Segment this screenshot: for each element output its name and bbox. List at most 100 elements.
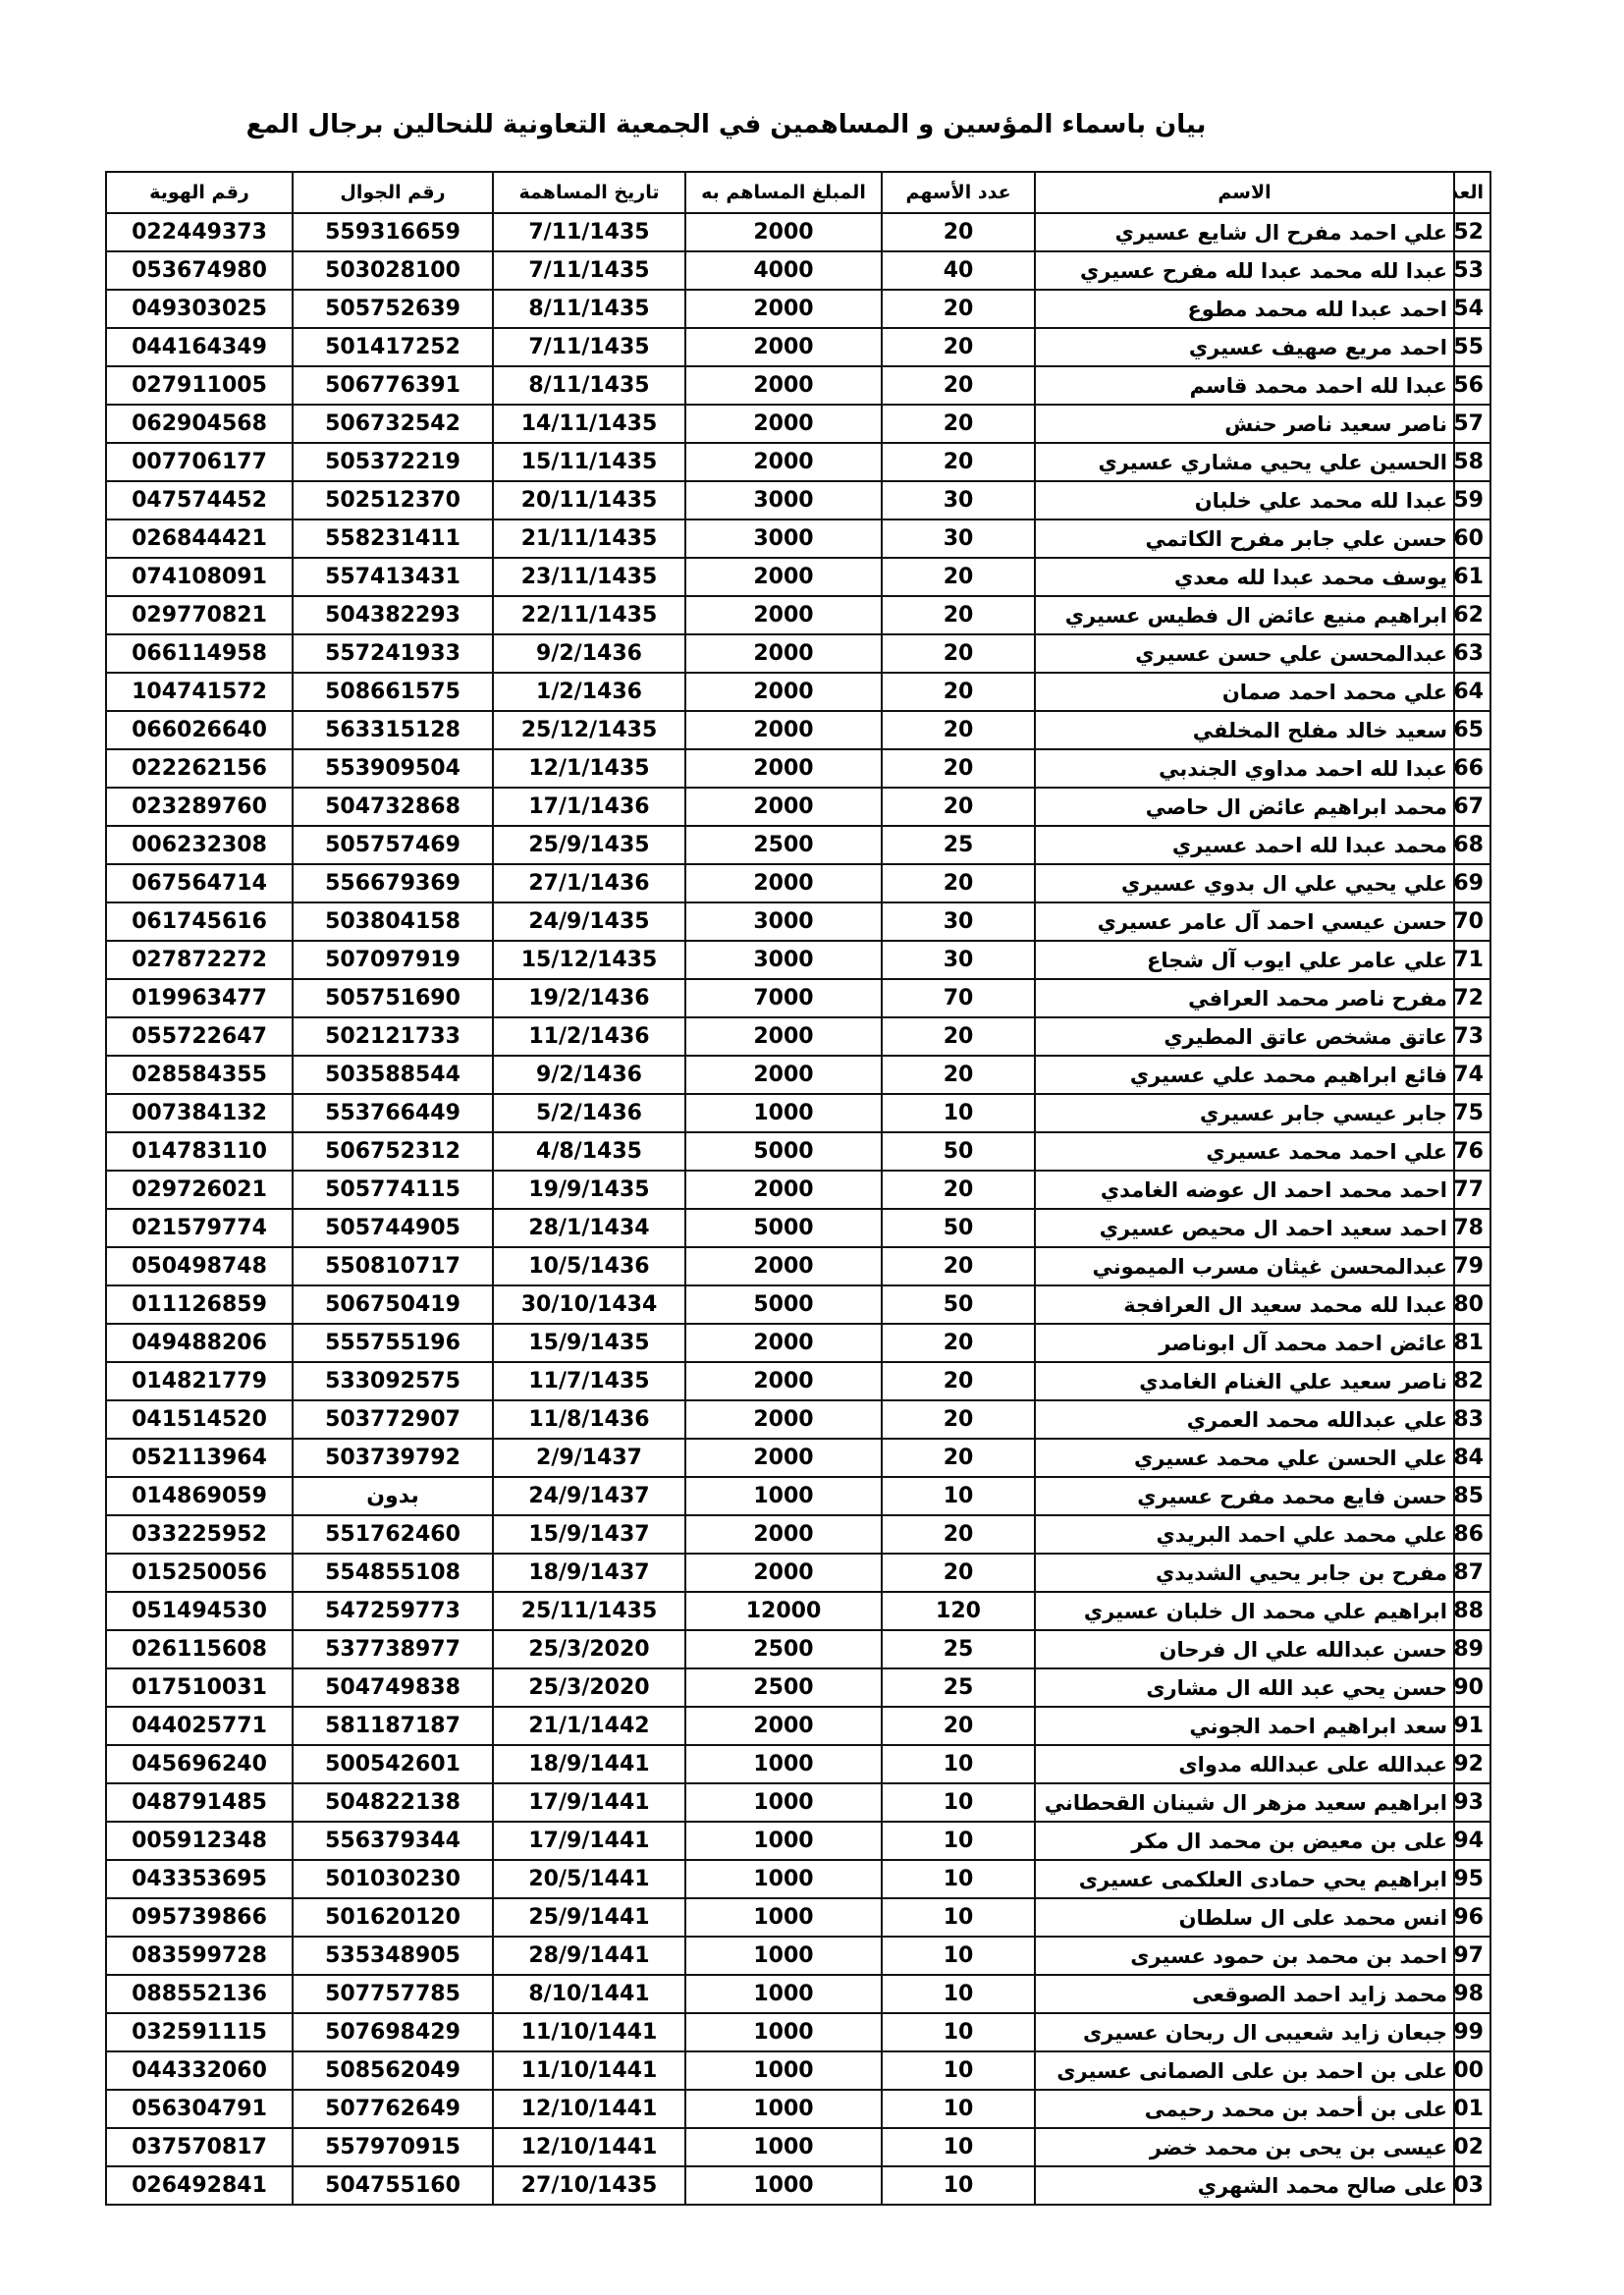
- cell: 2000: [684, 1438, 883, 1478]
- column-header: الاسم: [1034, 171, 1455, 214]
- cell: 053674980: [105, 250, 294, 291]
- cell: 12/10/1441: [492, 2127, 686, 2167]
- cell: 026115608: [105, 1629, 294, 1669]
- cell: 10: [881, 1897, 1036, 1938]
- cell: 015250056: [105, 1553, 294, 1593]
- cell: 027911005: [105, 365, 294, 406]
- cell: 20: [881, 633, 1036, 674]
- cell: 63: [1453, 633, 1491, 674]
- cell: 4/8/1435: [492, 1131, 686, 1172]
- name-cell: انس محمد على ال سلطان: [1034, 1897, 1455, 1938]
- cell: 84: [1453, 1438, 1491, 1478]
- cell: 2000: [684, 365, 883, 406]
- cell: 533092575: [292, 1361, 494, 1401]
- cell: 12000: [684, 1591, 883, 1631]
- cell: 10: [881, 1476, 1036, 1516]
- cell: 95: [1453, 1859, 1491, 1899]
- cell: 032591115: [105, 2012, 294, 2052]
- cell: 66: [1453, 748, 1491, 789]
- table-row: 87 مفرح بن جابر يحيي الشديدي 20 2000 18/9/14…: [105, 1553, 1491, 1593]
- table-row: 67 محمد ابراهيم عائض ال حاصي 20 2000 17/1/14…: [105, 787, 1491, 827]
- cell: 1000: [684, 1821, 883, 1861]
- cell: 15/9/1435: [492, 1323, 686, 1363]
- cell: 2000: [684, 595, 883, 635]
- cell: 2500: [684, 1629, 883, 1669]
- table-row: 81 عائض احمد محمد آل ابوناصر 20 2000 15/9/14…: [105, 1323, 1491, 1363]
- cell: 581187187: [292, 1706, 494, 1746]
- name-cell: يوسف محمد عبدا لله معدي: [1034, 557, 1455, 597]
- table-row: 91 سعد ابراهيم احمد الجوني 20 2000 21/1/1442…: [105, 1706, 1491, 1746]
- cell: 20/5/1441: [492, 1859, 686, 1899]
- table-row: 84 علي الحسن علي محمد عسيري 20 2000 2/9/1437…: [105, 1438, 1491, 1478]
- cell: 68: [1453, 825, 1491, 865]
- table-row: 89 حسن عبدالله علي ال فرحان 25 2500 25/3/202…: [105, 1629, 1491, 1669]
- cell: 1000: [684, 1936, 883, 1976]
- cell: 89: [1453, 1629, 1491, 1669]
- cell: 24/9/1437: [492, 1476, 686, 1516]
- table-row: 82 ناصر سعيد علي الغنام الغامدي 20 2000 11/7…: [105, 1361, 1491, 1401]
- cell: 20: [881, 289, 1036, 329]
- name-cell: حسن علي جابر مفرح الكاتمي: [1034, 519, 1455, 559]
- title: بيان باسماء المؤسين و المساهمين في الجمع…: [245, 110, 1207, 139]
- cell: 24/9/1435: [492, 902, 686, 942]
- cell: 1000: [684, 2050, 883, 2091]
- cell: 5000: [684, 1208, 883, 1248]
- table-row: 69 علي يحيي علي ال بدوي عسيري 20 2000 27/1/1…: [105, 863, 1491, 903]
- table-row: 52 علي احمد مفرح ال شايع عسيري 20 2000 7/11/…: [105, 212, 1491, 252]
- cell: 25/11/1435: [492, 1591, 686, 1631]
- cell: 25: [881, 825, 1036, 865]
- cell: 074108091: [105, 557, 294, 597]
- table-row: 94 على بن معيض بن محمد ال مكر 10 1000 17/9/1…: [105, 1821, 1491, 1861]
- table-row: 75 جابر عيسي جابر عسيري 10 1000 5/2/1436 5537…: [105, 1093, 1491, 1133]
- cell: 3000: [684, 902, 883, 942]
- cell: 007384132: [105, 1093, 294, 1133]
- table-row: 97 احمد بن محمد بن حمود عسيرى 10 1000 28/9/1…: [105, 1936, 1491, 1976]
- table-row: 99 جبعان زايد شعيبى ال ربحان عسيرى 10 1000 1…: [105, 2012, 1491, 2052]
- cell: 503772907: [292, 1399, 494, 1440]
- cell: 051494530: [105, 1591, 294, 1631]
- cell: 044025771: [105, 1706, 294, 1746]
- cell: 58: [1453, 442, 1491, 482]
- table-row: 76 علي احمد محمد عسيري 50 5000 4/8/1435 50675…: [105, 1131, 1491, 1172]
- name-cell: حسن يحي عبد الله ال مشارى: [1034, 1667, 1455, 1708]
- cell: 504755160: [292, 2165, 494, 2206]
- cell: 3000: [684, 480, 883, 520]
- cell: 3000: [684, 519, 883, 559]
- cell: 504732868: [292, 787, 494, 827]
- cell: 23/11/1435: [492, 557, 686, 597]
- cell: 12/10/1441: [492, 2089, 686, 2129]
- name-cell: عبدالمحسن علي حسن عسيري: [1034, 633, 1455, 674]
- cell: 5/2/1436: [492, 1093, 686, 1133]
- name-cell: احمد سعيد احمد ال محيص عسيري: [1034, 1208, 1455, 1248]
- table-row: 86 علي محمد علي احمد البريدي 20 2000 15/9/14…: [105, 1514, 1491, 1555]
- table-row: 80 عبدا لله محمد سعيد ال العرافجة 50 5000 30…: [105, 1284, 1491, 1325]
- cell: 8/11/1435: [492, 289, 686, 329]
- cell: 10: [881, 1744, 1036, 1784]
- column-header: رقم الهوية: [105, 171, 294, 214]
- table-row: 101على بن أحمد بن محمد رحيمى10100012/10/…: [105, 2089, 1491, 2129]
- cell: 97: [1453, 1936, 1491, 1976]
- cell: 029726021: [105, 1170, 294, 1210]
- cell: 029770821: [105, 595, 294, 635]
- cell: 5000: [684, 1284, 883, 1325]
- cell: 74: [1453, 1055, 1491, 1095]
- cell: 033225952: [105, 1514, 294, 1555]
- cell: 037570817: [105, 2127, 294, 2167]
- cell: 508661575: [292, 672, 494, 712]
- cell: 2000: [684, 1170, 883, 1210]
- cell: 050498748: [105, 1246, 294, 1286]
- cell: 10: [881, 1859, 1036, 1899]
- name-cell: عبدا لله احمد محمد قاسم: [1034, 365, 1455, 406]
- cell: 91: [1453, 1706, 1491, 1746]
- name-cell: علي الحسن علي محمد عسيري: [1034, 1438, 1455, 1478]
- cell: 014869059: [105, 1476, 294, 1516]
- name-cell: مفرح ناصر محمد العرافي: [1034, 978, 1455, 1018]
- table-row: 57 ناصر سعيد ناصر حنش 20 2000 14/11/1435 5067…: [105, 404, 1491, 444]
- cell: 10: [881, 1093, 1036, 1133]
- cell: 1000: [684, 2089, 883, 2129]
- cell: 21/1/1442: [492, 1706, 686, 1746]
- cell: 1000: [684, 1476, 883, 1516]
- cell: 9/2/1436: [492, 1055, 686, 1095]
- cell: 507097919: [292, 940, 494, 980]
